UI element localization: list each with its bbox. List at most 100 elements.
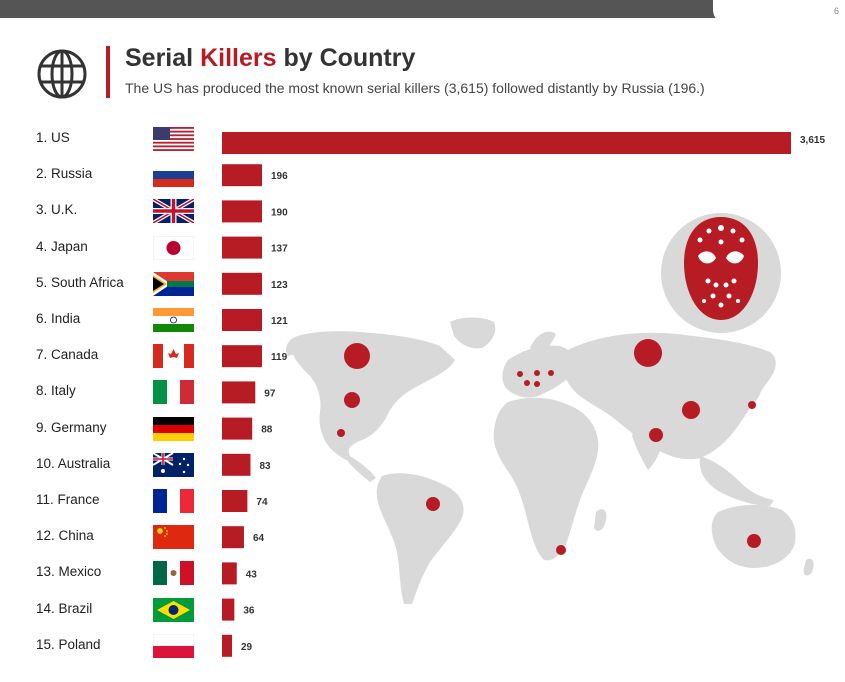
map-central-america [348, 456, 376, 482]
country-label: 8. Italy [36, 383, 76, 399]
map-dot-india [649, 428, 663, 442]
flag-in-icon [153, 308, 194, 332]
bar-it [222, 381, 256, 404]
map-africa [493, 397, 599, 561]
flag-jp-icon [153, 235, 194, 260]
map-dot-italy [517, 371, 523, 377]
flag-it-icon [153, 380, 194, 405]
country-label: 6. India [36, 311, 81, 326]
flag-pl-icon [153, 633, 194, 658]
value-label: 137 [271, 244, 288, 255]
country-label: 7. Canada [36, 347, 99, 363]
country-label: 3. U.K. [36, 202, 78, 218]
map-dot-canada [344, 343, 370, 369]
map-dot-australia [747, 534, 761, 548]
map-alaska [285, 336, 302, 356]
bar-ru [222, 164, 262, 187]
country-label: 5. South Africa [36, 274, 124, 290]
map-greenland [450, 317, 496, 349]
page-title: Serial Killers by Country [125, 44, 415, 73]
value-label: 3,615 [800, 135, 825, 146]
map-dot-france [524, 380, 530, 386]
flag-ru-icon [153, 163, 194, 188]
map-land [285, 317, 814, 604]
value-label: 123 [271, 280, 288, 291]
flag-us-icon [153, 127, 194, 151]
map-asia [562, 332, 776, 460]
value-label: 29 [241, 642, 253, 653]
value-label: 196 [271, 171, 288, 182]
value-label: 64 [253, 533, 265, 544]
flag-de-icon [153, 416, 194, 441]
value-label: 190 [271, 207, 288, 218]
page-number: 6 [833, 6, 839, 16]
value-label: 74 [256, 497, 268, 508]
country-label: 1. US [36, 130, 70, 145]
map-dot-usa [344, 392, 360, 408]
country-label: 11. France [36, 492, 100, 507]
flag-ca-icon [153, 344, 194, 369]
country-label: 2. Russia [36, 166, 93, 182]
value-label: 36 [243, 606, 255, 617]
map-south-america [376, 473, 464, 604]
flag-au-icon [153, 452, 194, 477]
bar-fr [222, 490, 248, 512]
hockey-mask-icon [661, 213, 781, 333]
bar-pl [222, 634, 232, 657]
value-label: 83 [259, 461, 271, 472]
bar-de [222, 417, 253, 440]
map-scandinavia [530, 331, 556, 356]
flag-mx-icon [153, 561, 194, 586]
map-dot-uk [534, 370, 540, 376]
map-madagascar [594, 509, 607, 531]
bar-uk [222, 200, 262, 223]
bar-ca [222, 345, 262, 368]
title-part1: Serial [125, 44, 201, 72]
bar-cn [222, 526, 244, 549]
map-dots [337, 339, 761, 555]
country-label: 15. Poland [36, 636, 101, 652]
country-label: 10. Australia [36, 455, 111, 471]
flag-za-icon [153, 271, 194, 296]
top-bar [0, 0, 845, 18]
value-label: 119 [271, 352, 288, 363]
map-dot-china [682, 401, 700, 419]
bar-br [222, 598, 235, 621]
map-southeast-asia [699, 456, 774, 506]
country-label: 12. China [36, 528, 94, 544]
value-label: 43 [246, 569, 258, 580]
flag-cn-icon [153, 525, 194, 550]
flag-fr-icon [153, 489, 194, 513]
bar-us [222, 132, 791, 154]
value-label: 88 [261, 425, 273, 436]
bar-in [222, 309, 262, 331]
bar-jp [222, 236, 262, 259]
accent-line [106, 46, 110, 98]
flag-uk-icon [153, 199, 194, 224]
value-label: 97 [264, 388, 276, 399]
map-dot-poland [548, 370, 554, 376]
country-label: 13. Mexico [36, 564, 102, 580]
bar-za [222, 272, 262, 295]
page-subtitle: The US has produced the most known seria… [125, 80, 705, 96]
bar-mx [222, 562, 237, 585]
map-dot-russia [634, 339, 662, 367]
map-dot-mexico [337, 429, 345, 437]
map-dot-brazil [426, 497, 440, 511]
globe-icon [37, 49, 87, 99]
title-accent: Killers [200, 44, 277, 72]
map-new-zealand [803, 558, 814, 576]
page-number-tab: 6 [713, 0, 845, 24]
country-label: 14. Brazil [36, 600, 93, 616]
map-dot-germany [534, 381, 540, 387]
value-label: 121 [271, 316, 288, 327]
country-label: 9. Germany [36, 419, 107, 435]
country-label: 4. Japan [36, 238, 88, 254]
map-dot-south-africa [556, 545, 566, 555]
flag-br-icon [153, 597, 194, 622]
map-north-america [290, 331, 455, 464]
map-japan [748, 379, 762, 403]
title-part2: by Country [276, 44, 416, 72]
